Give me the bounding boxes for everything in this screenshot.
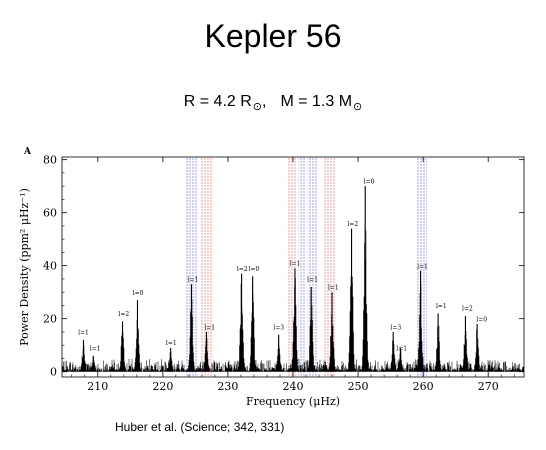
mode-label: l=1 [396, 345, 407, 352]
mode-label: l=3 [273, 324, 284, 331]
mode-label: l=0 [364, 179, 375, 186]
sun-symbol: ⊙ [353, 101, 363, 113]
slide-title: Kepler 56 [204, 18, 342, 54]
shaded-band [298, 157, 305, 377]
x-tick-label: 230 [217, 380, 238, 393]
radius-text: R = 4.2 R [183, 93, 252, 110]
mode-label: l=2 [462, 306, 473, 313]
mode-label: l=1 [78, 330, 89, 337]
shaded-band [200, 157, 214, 377]
x-tick-label: 270 [478, 380, 499, 393]
x-tick-label: 220 [152, 380, 173, 393]
spectrum-trace [62, 222, 524, 372]
y-tick-label: 20 [43, 313, 57, 326]
mode-label: l=0 [133, 290, 144, 297]
shaded-band [322, 157, 336, 377]
mode-label: l=1 [290, 261, 301, 268]
mode-label: l=1 [90, 345, 101, 352]
mode-label: l=1 [436, 303, 447, 310]
shaded-band [286, 157, 297, 377]
mode-label: l=0 [476, 316, 487, 323]
mode-label: l=1 [204, 324, 215, 331]
plot-frame [61, 156, 525, 378]
x-tick-label: 260 [413, 380, 434, 393]
y-tick-label: 80 [43, 154, 57, 167]
mode-label: l=2 [237, 266, 248, 273]
shaded-band [186, 157, 198, 377]
y-tick-label: 0 [50, 366, 57, 379]
mode-label: l=1 [417, 263, 428, 270]
mode-label: l=2 [118, 311, 129, 318]
shaded-band [307, 157, 318, 377]
x-tick-label: 250 [348, 380, 369, 393]
sun-symbol: ⊙ [252, 101, 262, 113]
mode-label: l=2 [347, 221, 358, 228]
x-axis-label: Frequency (μHz) [246, 395, 340, 408]
y-tick-label: 60 [43, 207, 57, 220]
x-tick-label: 210 [87, 380, 108, 393]
mode-label: l=1 [187, 277, 198, 284]
mode-label: l=1 [166, 340, 177, 347]
mode-label: l=0 [249, 266, 260, 273]
power-spectrum-chart: A l=1l=1l=2l=0l=1l=1l=1l=2 l=0l=3l=1l=1l=… [18, 147, 525, 408]
mode-label: l=1 [328, 285, 339, 292]
citation: Huber et al. (Science; 342, 331) [115, 420, 285, 434]
panel-label: A [23, 147, 32, 157]
y-tick-label: 40 [43, 260, 57, 273]
mode-label: l=1 [307, 277, 318, 284]
x-tick-label: 240 [283, 380, 304, 393]
separator: , [262, 93, 267, 110]
mode-label: l=3 [390, 324, 401, 331]
mass-text: M = 1.3 M [280, 93, 353, 110]
stellar-parameters: R = 4.2 R⊙, M = 1.3 M⊙ [0, 93, 546, 113]
shaded-band [416, 157, 428, 377]
y-axis-label: Power Density (ppm² μHz⁻¹) [18, 188, 31, 346]
